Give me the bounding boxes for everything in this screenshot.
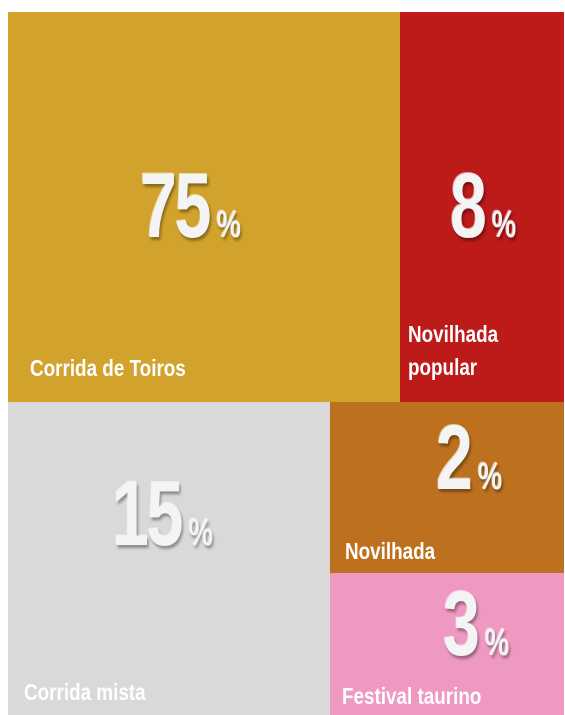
tile <box>400 12 564 402</box>
value-unit: % <box>491 204 517 246</box>
tile <box>330 402 564 573</box>
value-number: 2 <box>436 407 473 509</box>
category-label: Novilhada <box>345 538 436 564</box>
tile <box>8 402 330 715</box>
value-unit: % <box>216 204 241 246</box>
value-unit: % <box>477 456 503 498</box>
value-unit: % <box>484 622 510 664</box>
tile <box>8 12 400 402</box>
value-label: 15% <box>112 468 213 560</box>
value-number: 8 <box>450 155 487 257</box>
category-label: Festival taurino <box>342 683 482 709</box>
value-label: 8% <box>450 160 516 252</box>
value-number: 75 <box>140 155 212 257</box>
value-number: 15 <box>112 463 184 565</box>
category-label: Novilhada popular <box>408 321 499 381</box>
tile <box>330 573 564 715</box>
category-label: Corrida de Toiros <box>30 355 186 381</box>
value-label: 2% <box>436 412 502 504</box>
value-label: 3% <box>443 578 509 670</box>
value-number: 3 <box>443 573 480 675</box>
category-label: Corrida mista <box>24 679 146 705</box>
value-unit: % <box>188 512 213 554</box>
value-label: 75% <box>140 160 241 252</box>
